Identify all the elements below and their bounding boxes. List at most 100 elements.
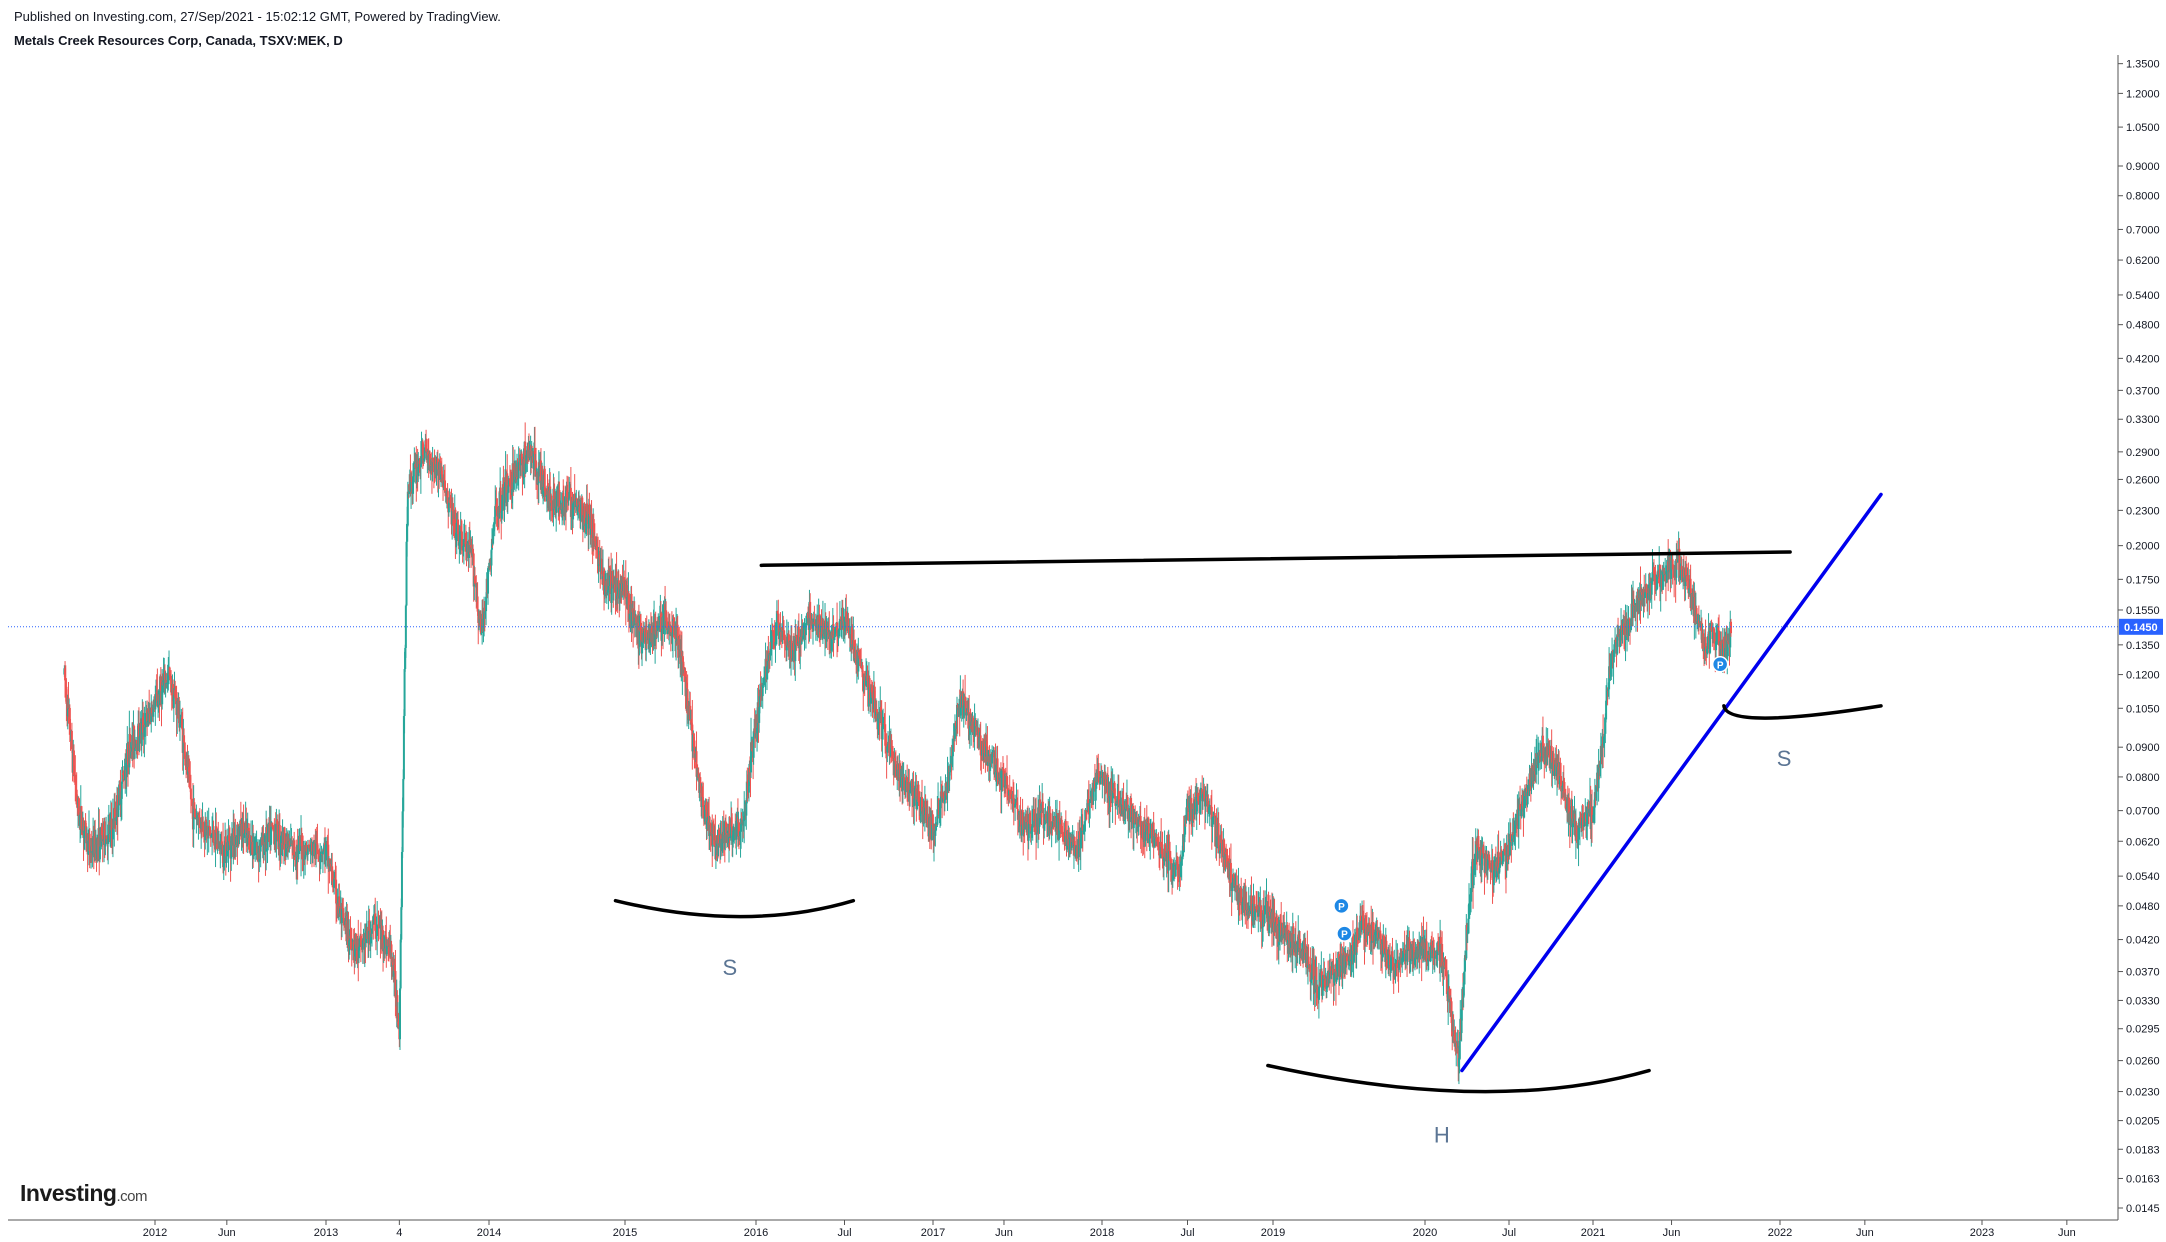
- candle-body: [146, 709, 149, 723]
- candle-body: [995, 764, 998, 772]
- candle-body: [194, 808, 197, 816]
- candle-body: [227, 835, 230, 851]
- candle-body: [417, 467, 420, 476]
- candle-body: [1286, 939, 1289, 944]
- candle-body: [1351, 933, 1354, 962]
- candle-body: [370, 928, 373, 934]
- candle-body: [600, 559, 603, 575]
- candle-body: [1126, 797, 1129, 819]
- candle-body: [1423, 948, 1426, 958]
- candle-body: [825, 628, 828, 642]
- candle-body: [321, 854, 324, 856]
- candle-body: [1331, 968, 1334, 976]
- candle-body: [405, 541, 408, 606]
- candle-body: [1585, 821, 1588, 826]
- candle-body: [1408, 938, 1411, 962]
- candle-body: [113, 808, 116, 818]
- candle-body: [1060, 819, 1063, 833]
- candle-body: [174, 689, 177, 698]
- candle-body: [1452, 1024, 1455, 1036]
- candle-body: [912, 785, 915, 807]
- candle-body: [826, 625, 829, 634]
- candle-body: [701, 796, 704, 800]
- candle-body: [1070, 842, 1073, 848]
- candle-body: [629, 609, 632, 615]
- candle-body: [1085, 811, 1088, 813]
- candle-body: [365, 930, 368, 944]
- candle-body: [956, 704, 959, 710]
- candle-body: [1610, 663, 1613, 666]
- candle-body: [1260, 921, 1263, 928]
- candle-body: [104, 843, 107, 847]
- candle-body: [496, 509, 499, 516]
- candle-body: [518, 460, 521, 462]
- published-line: Published on Investing.com, 27/Sep/2021 …: [14, 9, 501, 24]
- candle-body: [1588, 808, 1591, 814]
- candle-body: [565, 490, 568, 507]
- candle-body: [1498, 867, 1501, 874]
- candle-body: [1320, 971, 1323, 991]
- candle-body: [1010, 793, 1013, 800]
- candle-body: [1347, 954, 1350, 962]
- candle-body: [1395, 963, 1398, 971]
- candle-body: [371, 920, 374, 929]
- candle-body: [1244, 885, 1247, 911]
- candle-body: [973, 721, 976, 737]
- candle-body: [642, 632, 645, 643]
- candle-body: [359, 935, 362, 946]
- candle-body: [654, 622, 657, 635]
- candle-body: [758, 689, 761, 707]
- candle-body: [376, 924, 379, 932]
- candle-body: [207, 826, 210, 831]
- candle-body: [879, 707, 882, 712]
- candle-body: [348, 940, 351, 947]
- candle-body: [321, 851, 324, 855]
- candle-body: [484, 611, 487, 615]
- candle-body: [746, 781, 749, 784]
- candle-body: [1082, 830, 1085, 832]
- candle-body: [326, 841, 329, 845]
- candle-body: [222, 844, 225, 868]
- candle-body: [644, 631, 647, 634]
- candle-body: [774, 641, 777, 646]
- candle-body: [801, 626, 804, 640]
- candle-body: [676, 624, 679, 638]
- candle-body: [1632, 598, 1635, 618]
- candle-body: [500, 510, 503, 519]
- candle-body: [908, 789, 911, 793]
- candle-body: [862, 679, 865, 692]
- candle-body: [1521, 794, 1524, 807]
- candle-body: [447, 502, 450, 513]
- candle-body: [517, 478, 520, 480]
- candle-body: [1613, 644, 1616, 652]
- candle-body: [916, 799, 919, 810]
- candle-body: [1620, 625, 1623, 633]
- candle-body: [933, 832, 936, 840]
- candle-body: [962, 691, 965, 717]
- candle-body: [731, 826, 734, 841]
- candle-body: [213, 842, 216, 846]
- candle-body: [340, 908, 343, 924]
- candle-body: [1231, 882, 1234, 891]
- candle-body: [452, 511, 455, 518]
- candle-body: [1016, 802, 1019, 809]
- candle-body: [1210, 806, 1213, 828]
- candle-body: [1476, 836, 1479, 860]
- candle-body: [838, 618, 841, 630]
- candle-body: [538, 466, 541, 468]
- candle-body: [1404, 953, 1407, 962]
- candle-body: [647, 632, 650, 641]
- candle-body: [245, 832, 248, 836]
- candle-body: [350, 938, 353, 951]
- candle-body: [170, 675, 173, 693]
- candle-body: [271, 826, 274, 829]
- candle-body: [1614, 639, 1617, 643]
- candle-body: [167, 672, 170, 674]
- candle-body: [489, 559, 492, 563]
- candle-body: [1100, 775, 1103, 778]
- candle-body: [909, 789, 912, 791]
- candle-body: [886, 746, 889, 753]
- candle-body: [482, 618, 485, 625]
- candle-body: [669, 626, 672, 636]
